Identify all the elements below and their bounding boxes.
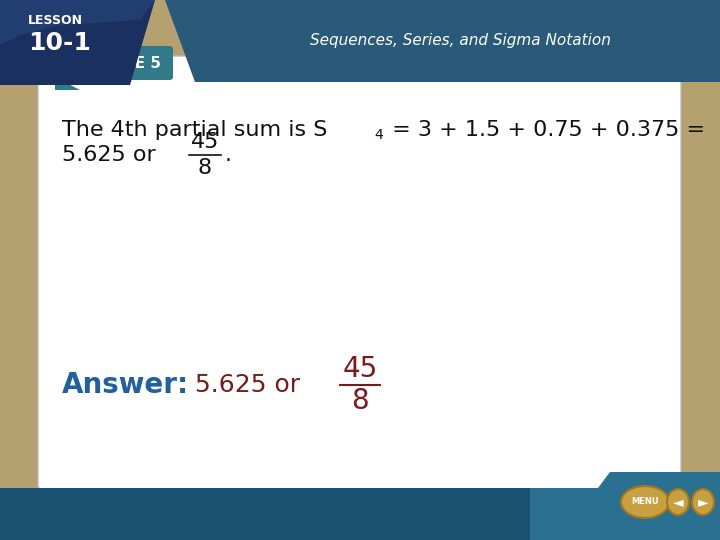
Text: The 4th partial sum is S: The 4th partial sum is S	[62, 120, 328, 140]
Text: 45: 45	[191, 132, 219, 152]
Polygon shape	[165, 0, 720, 82]
Polygon shape	[0, 0, 155, 85]
Text: ►: ►	[698, 495, 708, 509]
FancyBboxPatch shape	[0, 488, 720, 540]
Text: MENU: MENU	[631, 497, 659, 507]
Ellipse shape	[692, 489, 714, 515]
Text: 5.625 or: 5.625 or	[195, 373, 300, 397]
FancyBboxPatch shape	[38, 56, 681, 489]
Text: 5.625 or: 5.625 or	[62, 145, 156, 165]
Polygon shape	[55, 77, 80, 90]
Text: = 3 + 1.5 + 0.75 + 0.375 =: = 3 + 1.5 + 0.75 + 0.375 =	[385, 120, 705, 140]
Ellipse shape	[621, 486, 669, 518]
Text: 8: 8	[351, 387, 369, 415]
Text: .: .	[225, 145, 232, 165]
Text: 45: 45	[343, 355, 377, 383]
Text: The nth Partial Sum: The nth Partial Sum	[215, 54, 416, 72]
Text: 4: 4	[374, 128, 383, 142]
Text: LESSON: LESSON	[27, 14, 83, 26]
Text: Sequences, Series, and Sigma Notation: Sequences, Series, and Sigma Notation	[310, 33, 611, 49]
Text: Answer:: Answer:	[62, 371, 189, 399]
Text: 10-1: 10-1	[29, 31, 91, 55]
Text: 8: 8	[198, 158, 212, 178]
Text: ◄: ◄	[672, 495, 683, 509]
FancyBboxPatch shape	[52, 46, 173, 80]
Ellipse shape	[667, 489, 689, 515]
Text: EXAMPLE 5: EXAMPLE 5	[65, 56, 161, 71]
Polygon shape	[530, 472, 720, 540]
Polygon shape	[0, 0, 155, 45]
